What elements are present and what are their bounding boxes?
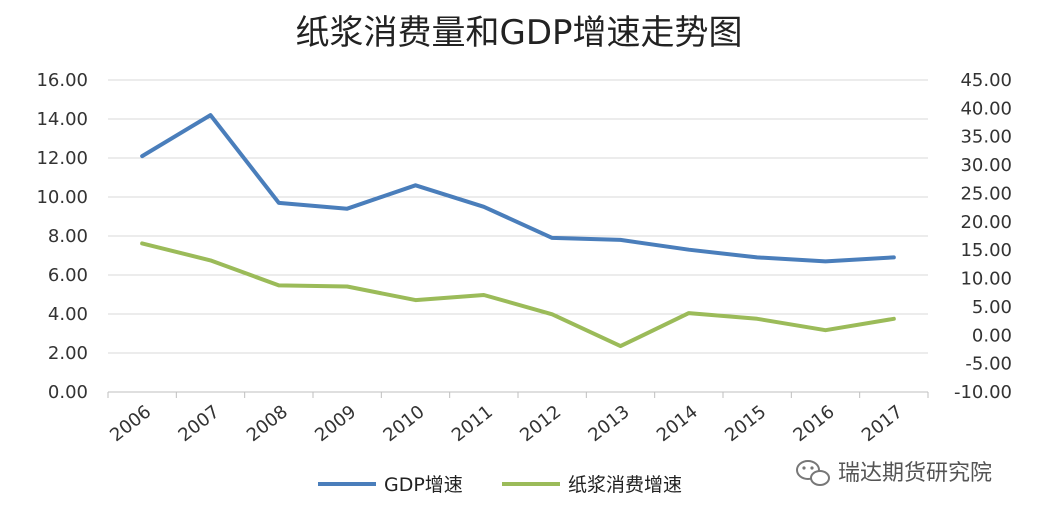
x-tick-label: 2015 (721, 401, 770, 446)
right-tick-label: 45.00 (960, 70, 1012, 91)
x-tick-label: 2008 (243, 401, 292, 446)
right-tick-label: 40.00 (960, 98, 1012, 119)
x-tick-label: 2006 (106, 401, 155, 446)
right-tick-label: 35.00 (960, 127, 1012, 148)
x-tick-label: 2009 (311, 401, 360, 446)
x-tick-label: 2010 (380, 401, 429, 446)
left-tick-label: 0.00 (48, 382, 88, 403)
x-tick-label: 2012 (516, 401, 565, 446)
right-tick-label: 20.00 (960, 212, 1012, 233)
legend-label-gdp: GDP增速 (384, 474, 463, 496)
right-tick-label: 5.00 (972, 297, 1012, 318)
x-tick-label: 2017 (858, 401, 907, 446)
right-axis-ticks: -10.00 -5.00 0.00 5.00 10.00 15.00 20.00 25.00 3… (954, 70, 1012, 403)
series-line-0 (140, 113, 896, 264)
gridlines (108, 79, 928, 393)
x-tick-label: 2016 (790, 401, 839, 446)
left-tick-label: 16.00 (36, 70, 88, 91)
watermark-text: 瑞达期货研究院 (838, 461, 992, 486)
left-axis-ticks: 0.00 2.00 4.00 6.00 8.00 10.00 12.00 14.00 16.00 (36, 70, 88, 403)
chart-title: 纸浆消费量和GDP增速走势图 (295, 13, 742, 53)
right-tick-label: -5.00 (965, 354, 1012, 375)
left-tick-label: 2.00 (48, 343, 88, 364)
x-tick-label: 2011 (448, 401, 497, 446)
right-tick-label: 10.00 (960, 269, 1012, 290)
left-tick-label: 12.00 (36, 148, 88, 169)
right-tick-label: 30.00 (960, 155, 1012, 176)
left-tick-label: 14.00 (36, 109, 88, 130)
series-line-1 (140, 241, 896, 349)
wechat-icon (796, 460, 830, 486)
left-tick-label: 8.00 (48, 226, 88, 247)
legend-label-pulp: 纸浆消费增速 (568, 474, 682, 496)
right-tick-label: 15.00 (960, 240, 1012, 261)
left-tick-label: 4.00 (48, 304, 88, 325)
x-tick-label: 2014 (653, 401, 702, 446)
watermark: 瑞达期货研究院 (796, 460, 992, 486)
left-tick-label: 10.00 (36, 187, 88, 208)
series-lines (140, 113, 896, 349)
legend: GDP增速 纸浆消费增速 (318, 474, 682, 496)
right-tick-label: 0.00 (972, 325, 1012, 346)
x-tick-label: 2007 (175, 401, 224, 446)
x-tick-label: 2013 (585, 401, 634, 446)
right-tick-label: 25.00 (960, 183, 1012, 204)
right-tick-label: -10.00 (954, 382, 1012, 403)
x-axis-ticks: 2006 2007 2008 2009 2010 2011 2012 2013 2014 2015… (106, 392, 929, 446)
left-tick-label: 6.00 (48, 265, 88, 286)
